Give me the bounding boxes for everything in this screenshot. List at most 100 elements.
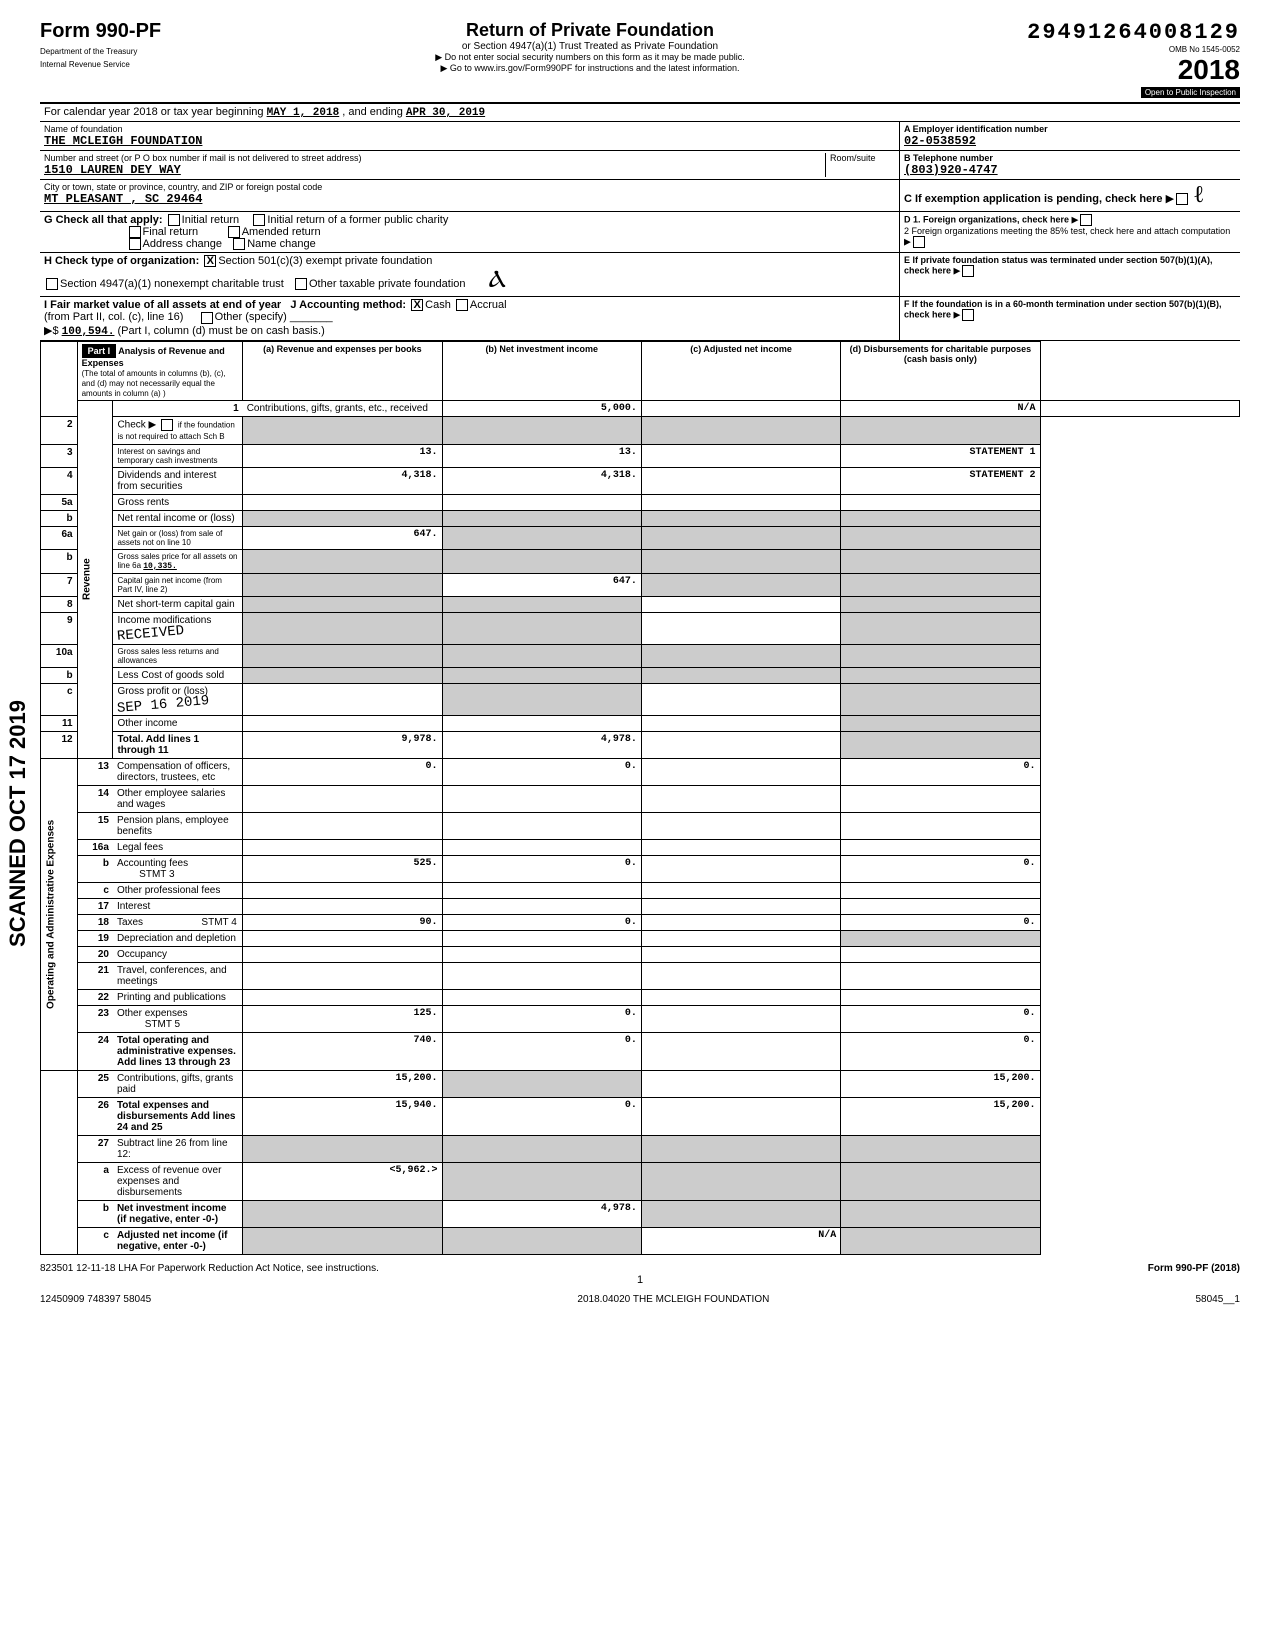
table-row: 23Other expenses STMT 5125.0.0. (41, 1005, 1240, 1032)
tax-year: 2018 (960, 54, 1240, 86)
scanned-stamp: SCANNED OCT 17 2019 (5, 700, 31, 947)
g-name-checkbox[interactable] (233, 238, 245, 250)
h-4947-checkbox[interactable] (46, 278, 58, 290)
d2-checkbox[interactable] (913, 236, 925, 248)
line18-b: 0. (442, 914, 641, 930)
g-initial-checkbox[interactable] (168, 214, 180, 226)
footer-left: 823501 12-11-18 LHA For Paperwork Reduct… (40, 1263, 379, 1274)
opex-side-label: Operating and Administrative Expenses (41, 758, 78, 1070)
g-addr-checkbox[interactable] (129, 238, 141, 250)
e-checkbox[interactable] (962, 265, 974, 277)
form-header: Form 990-PF Department of the Treasury I… (40, 20, 1240, 104)
dept-treasury: Department of the Treasury (40, 47, 220, 56)
c-checkbox[interactable] (1176, 193, 1188, 205)
note-ssn: ▶ Do not enter social security numbers o… (220, 52, 960, 63)
table-row: 14Other employee salaries and wages (41, 785, 1240, 812)
analysis-table: Part I Analysis of Revenue and Expenses … (40, 341, 1240, 1255)
line24-b: 0. (442, 1032, 641, 1070)
omb-number: OMB No 1545-0052 (960, 45, 1240, 54)
line6b-val: 10,335. (143, 562, 177, 571)
line17-desc: Interest (113, 898, 243, 914)
ein-label: A Employer identification number (904, 124, 1236, 134)
line16c-desc: Other professional fees (113, 882, 243, 898)
col-b-header: (b) Net investment income (442, 341, 641, 400)
table-row: aExcess of revenue over expenses and dis… (41, 1162, 1240, 1200)
table-row: 4Dividends and interest from securities … (41, 467, 1240, 494)
table-row: 9Income modifications RECEIVED (41, 612, 1240, 644)
line26-desc: Total expenses and disbursements Add lin… (113, 1097, 243, 1135)
line2-checkbox[interactable] (161, 419, 173, 431)
part1-label: Part I (82, 344, 117, 358)
line22-desc: Printing and publications (113, 989, 243, 1005)
f-checkbox[interactable] (962, 309, 974, 321)
table-row: 3Interest on savings and temporary cash … (41, 444, 1240, 467)
line12-desc: Total. Add lines 1 through 11 (113, 731, 243, 758)
d1-checkbox[interactable] (1080, 214, 1092, 226)
form-subtitle: or Section 4947(a)(1) Trust Treated as P… (220, 41, 960, 52)
begin-date: MAY 1, 2018 (267, 107, 340, 119)
h-other: Other taxable private foundation (309, 278, 466, 290)
table-row: bAccounting fees STMT 3525.0.0. (41, 855, 1240, 882)
table-row: 21Travel, conferences, and meetings (41, 962, 1240, 989)
table-row: 2Check ▶ if the foundation is not requir… (41, 416, 1240, 444)
c-label: C If exemption application is pending, c… (904, 193, 1163, 205)
g-initial: Initial return (182, 214, 239, 226)
phone-value: (803)920-4747 (904, 163, 1236, 177)
line23-desc: Other expenses (117, 1008, 188, 1019)
i-sub: (from Part II, col. (c), line 16) (44, 311, 183, 323)
line26-a: 15,940. (243, 1097, 442, 1135)
g-addr: Address change (143, 238, 223, 250)
line16b-d: 0. (841, 855, 1040, 882)
h-signature: Ⲁ (489, 267, 506, 293)
j-other: Other (specify) (215, 311, 287, 323)
g-initial-former-checkbox[interactable] (253, 214, 265, 226)
line25-desc: Contributions, gifts, grants paid (113, 1070, 243, 1097)
table-row: 22Printing and publications (41, 989, 1240, 1005)
line26-d: 15,200. (841, 1097, 1040, 1135)
table-row: bGross sales price for all assets on lin… (41, 549, 1240, 573)
d1-label: D 1. Foreign organizations, check here (904, 214, 1069, 224)
table-row: 8Net short-term capital gain (41, 596, 1240, 612)
line8-desc: Net short-term capital gain (113, 596, 243, 612)
note-irs-url: ▶ Go to www.irs.gov/Form990PF for instru… (220, 63, 960, 74)
j-accrual-checkbox[interactable] (456, 299, 468, 311)
line18-stmt: STMT 4 (201, 917, 236, 928)
ein-value: 02-0538592 (904, 134, 1236, 148)
line13-desc: Compensation of officers, directors, tru… (113, 758, 243, 785)
public-inspection: Open to Public Inspection (1141, 87, 1240, 98)
form-title: Return of Private Foundation (220, 20, 960, 41)
h-other-checkbox[interactable] (295, 278, 307, 290)
g-amended-checkbox[interactable] (228, 226, 240, 238)
g-final: Final return (143, 226, 199, 238)
line4-a: 4,318. (243, 467, 442, 494)
table-row: 19Depreciation and depletion (41, 930, 1240, 946)
j-note: (Part I, column (d) must be on cash basi… (118, 325, 325, 337)
table-row: 5aGross rents (41, 494, 1240, 510)
g-final-checkbox[interactable] (129, 226, 141, 238)
table-row: cAdjusted net income (if negative, enter… (41, 1227, 1240, 1254)
table-row: 18Taxes STMT 490.0.0. (41, 914, 1240, 930)
line16b-b: 0. (442, 855, 641, 882)
h-501c3-checkbox[interactable]: X (204, 255, 216, 267)
line16a-desc: Legal fees (113, 839, 243, 855)
revenue-side-label: Revenue (77, 400, 113, 758)
line18-desc: Taxes (117, 917, 143, 928)
j-accrual: Accrual (470, 299, 507, 311)
name-label: Name of foundation (44, 124, 895, 134)
line16b-a: 525. (243, 855, 442, 882)
line18-a: 90. (243, 914, 442, 930)
line4-desc: Dividends and interest from securities (113, 467, 243, 494)
line7-b: 647. (442, 573, 641, 596)
received-stamp: RECEIVED (117, 623, 185, 645)
j-cash-checkbox[interactable]: X (411, 299, 423, 311)
j-other-checkbox[interactable] (201, 312, 213, 324)
h-label: H Check type of organization: (44, 255, 199, 267)
table-row: 27Subtract line 26 from line 12: (41, 1135, 1240, 1162)
end-date: APR 30, 2019 (406, 107, 485, 119)
table-row: 20Occupancy (41, 946, 1240, 962)
footer-id: 12450909 748397 58045 (40, 1294, 151, 1305)
line24-d: 0. (841, 1032, 1040, 1070)
line27b-desc: Net investment income (if negative, ente… (113, 1200, 243, 1227)
line6b-desc: Gross sales price for all assets on line… (117, 552, 237, 570)
line16b-desc: Accounting fees (117, 858, 188, 869)
